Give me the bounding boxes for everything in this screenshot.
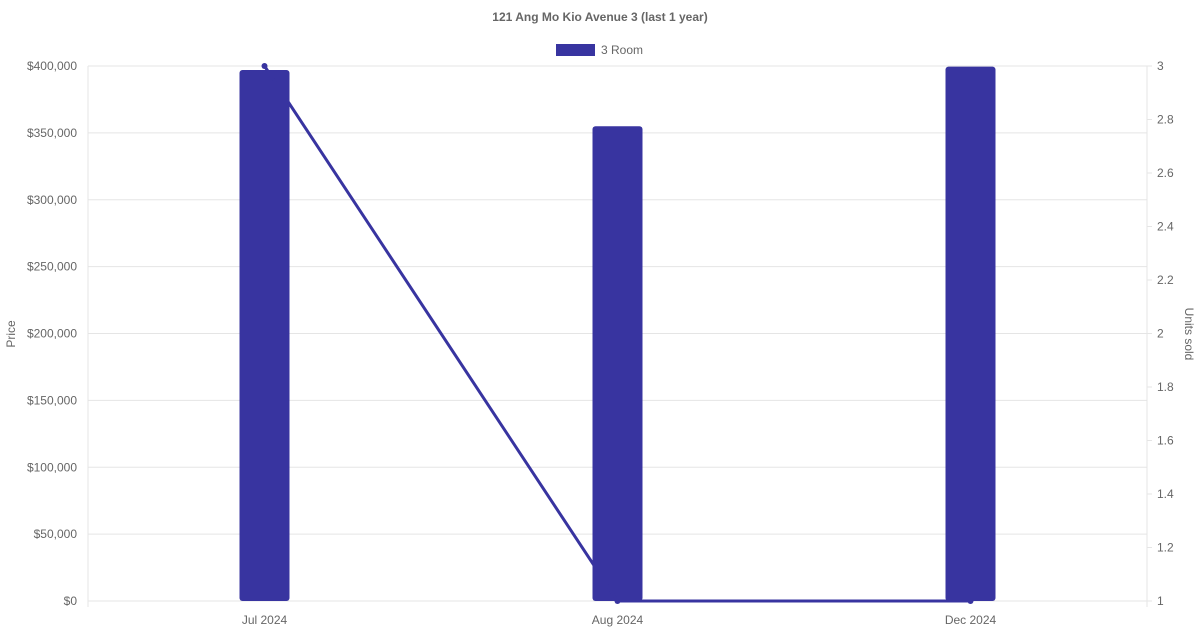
bar bbox=[945, 66, 996, 601]
y-tick-label: $200,000 bbox=[27, 327, 77, 341]
y2-tick-label: 3 bbox=[1157, 59, 1164, 73]
y2-tick-label: 2.8 bbox=[1157, 113, 1174, 127]
y2-tick-label: 2.4 bbox=[1157, 220, 1174, 234]
y2-tick-label: 1.6 bbox=[1157, 434, 1174, 448]
y-tick-label: $50,000 bbox=[34, 527, 78, 541]
legend[interactable]: 3 Room bbox=[556, 43, 643, 57]
x-tick-label: Dec 2024 bbox=[945, 613, 997, 627]
y2-tick-label: 1.4 bbox=[1157, 487, 1174, 501]
y2-tick-label: 1.8 bbox=[1157, 380, 1174, 394]
y-tick-label: $350,000 bbox=[27, 126, 77, 140]
line-point bbox=[261, 63, 268, 69]
y-tick-label: $100,000 bbox=[27, 460, 77, 474]
legend-swatch bbox=[556, 44, 595, 56]
y-tick-label: $0 bbox=[64, 594, 78, 608]
y2-tick-label: 2 bbox=[1157, 327, 1164, 341]
y-axis-label: Price bbox=[4, 320, 18, 348]
y2-tick-label: 2.6 bbox=[1157, 166, 1174, 180]
x-tick-label: Jul 2024 bbox=[242, 613, 288, 627]
y2-tick-label: 1.2 bbox=[1157, 541, 1174, 555]
line-point bbox=[967, 598, 974, 604]
y2-tick-label: 2.2 bbox=[1157, 273, 1174, 287]
bar bbox=[592, 126, 643, 601]
x-tick-label: Aug 2024 bbox=[592, 613, 644, 627]
y2-axis-label: Units sold bbox=[1182, 308, 1196, 361]
line-point bbox=[614, 598, 621, 604]
y-tick-label: $400,000 bbox=[27, 59, 77, 73]
legend-label: 3 Room bbox=[601, 43, 643, 57]
bar bbox=[239, 70, 290, 601]
y-tick-label: $150,000 bbox=[27, 393, 77, 407]
y-tick-label: $300,000 bbox=[27, 193, 77, 207]
chart-title: 121 Ang Mo Kio Avenue 3 (last 1 year) bbox=[492, 10, 707, 24]
y2-tick-label: 1 bbox=[1157, 594, 1164, 608]
y-tick-label: $250,000 bbox=[27, 260, 77, 274]
